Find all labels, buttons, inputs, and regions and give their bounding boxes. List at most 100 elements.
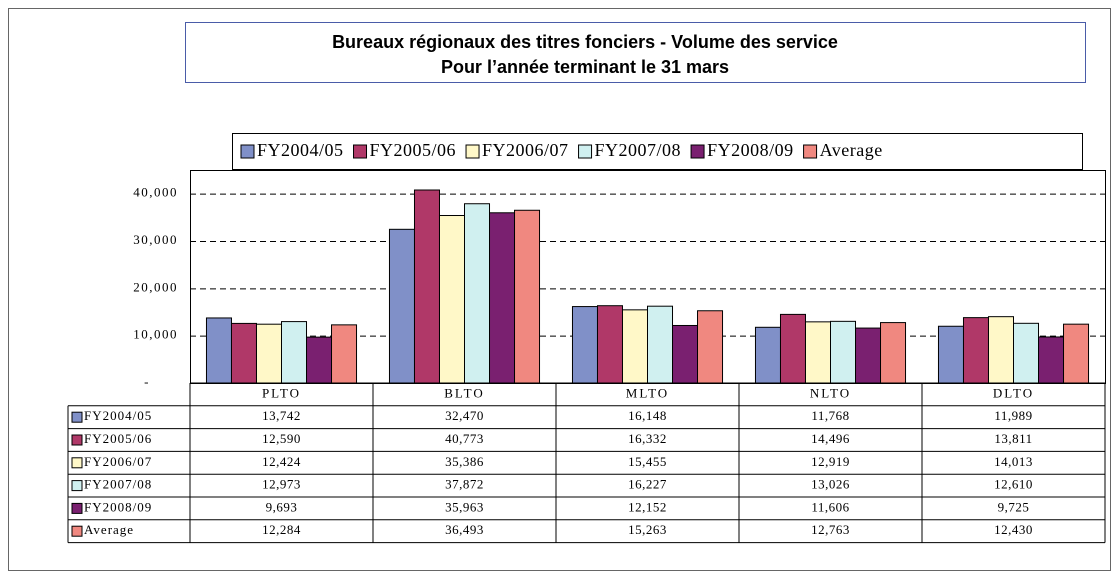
data-label: 12,152 [628,499,667,514]
legend-label: FY2004/05 [257,140,344,160]
frame [8,8,1111,571]
bar [489,212,516,384]
data-label: 14,013 [994,454,1033,469]
bar [331,324,358,384]
legend-swatch [240,144,255,159]
y-tick-label: 20,000 [133,279,178,294]
data-label: 16,332 [628,431,667,446]
data-label: 32,470 [445,408,484,423]
bar [804,321,831,384]
legend-label: FY2007/08 [595,140,682,160]
bar [514,209,541,384]
bar [754,326,781,384]
bar [388,228,415,384]
bar [255,323,282,384]
legend-swatch [71,480,83,492]
chart-title: Pour l’année terminant le 31 mars [441,57,729,77]
bar [596,305,623,384]
bar [1063,323,1090,384]
legend-swatch [465,144,480,159]
bar [672,324,699,384]
data-label: 9,693 [266,499,298,514]
bar [962,317,989,384]
x-tick-label: PLTO [262,385,301,400]
legend-label: FY2005/06 [370,140,457,160]
bar [1038,336,1065,384]
data-label: 12,973 [262,477,301,492]
legend-swatch [71,525,83,537]
data-label: 16,148 [628,408,667,423]
legend-label: FY2008/09 [707,140,794,160]
legend-swatch [353,144,368,159]
bar [779,313,806,384]
bar [571,306,598,384]
legend-label: Average [820,140,883,160]
data-label: 12,763 [811,522,850,537]
table-row-label: Average [84,522,134,537]
bar [413,189,440,384]
chart-title: Bureaux régionaux des titres fonciers - … [332,32,838,52]
table-row-label: FY2008/09 [84,499,152,514]
bar [230,322,257,384]
data-label: 11,768 [811,408,849,423]
data-label: 40,773 [445,431,484,446]
data-label: 13,742 [262,408,301,423]
table-row-label: FY2004/05 [84,408,152,423]
y-tick-label: 10,000 [133,327,178,342]
table-row-label: FY2005/06 [84,431,152,446]
table-row-label: FY2007/08 [84,477,152,492]
legend-swatch [803,144,818,159]
bar [855,327,882,384]
data-label: 15,263 [628,522,667,537]
data-label: 9,725 [998,499,1030,514]
bar [830,320,857,384]
data-label: 35,963 [445,499,484,514]
legend-swatch [578,144,593,159]
legend-label: FY2006/07 [482,140,569,160]
bar [464,203,491,384]
legend-swatch [690,144,705,159]
bar [621,309,648,384]
data-label: 35,386 [445,454,484,469]
x-tick-label: DLTO [993,385,1034,400]
legend-swatch [71,457,83,469]
bar [937,325,964,384]
data-label: 12,590 [262,431,301,446]
bar [205,317,232,384]
data-label: 12,430 [994,522,1033,537]
x-tick-label: MLTO [626,385,669,400]
data-label: 37,872 [445,477,484,492]
bar [987,316,1014,384]
bar [647,305,674,384]
legend-swatch [71,502,83,514]
data-label: 15,455 [628,454,667,469]
bar [880,322,907,384]
bar [281,321,308,384]
bar [1013,322,1040,384]
bar [697,310,724,384]
y-tick-label: 40,000 [133,185,178,200]
data-label: 11,606 [811,499,849,514]
data-label: 13,811 [994,431,1032,446]
data-label: 13,026 [811,477,850,492]
title-box [185,22,1086,83]
table-row-label: FY2006/07 [84,454,152,469]
data-label: 12,284 [262,522,301,537]
y-tick-label: - [144,374,150,389]
data-label: 16,227 [628,477,667,492]
legend-box [232,133,1083,170]
data-label: 36,493 [445,522,484,537]
legend-swatch [71,411,83,423]
data-label: 14,496 [811,431,850,446]
data-label: 11,989 [994,408,1032,423]
legend-swatch [71,434,83,446]
x-tick-label: BLTO [444,385,485,400]
data-label: 12,424 [262,454,301,469]
x-tick-label: NLTO [810,385,851,400]
data-label: 12,610 [994,477,1033,492]
data-label: 12,919 [811,454,850,469]
bar [438,215,465,384]
y-tick-label: 30,000 [133,232,178,247]
bar [306,336,333,384]
